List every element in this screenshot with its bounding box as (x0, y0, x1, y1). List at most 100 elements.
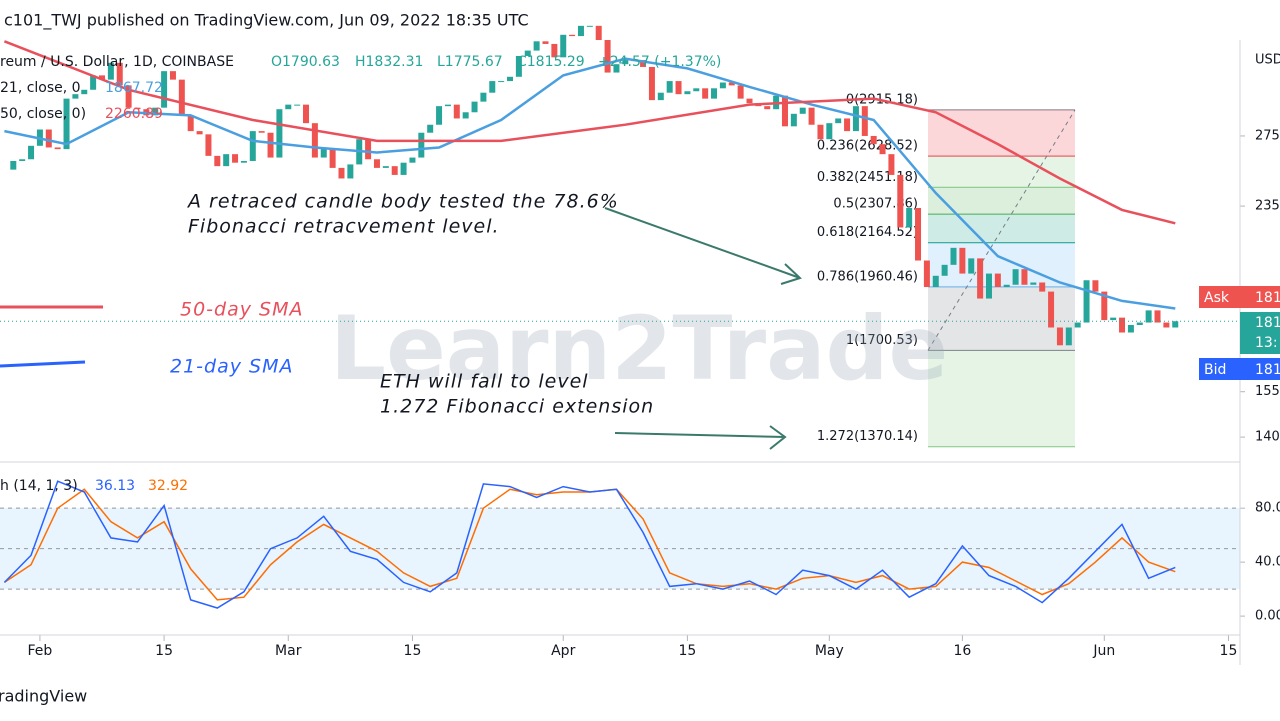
y-tick-label: 0.00 (1255, 609, 1280, 624)
candle-body (604, 40, 611, 73)
candle-body (347, 164, 354, 179)
quote-low: L1775.67 (437, 54, 503, 70)
fib-label: 0.236(2628.52) (817, 139, 918, 154)
candle-body (577, 25, 584, 37)
candle-body (613, 64, 620, 73)
x-tick-label: Mar (275, 643, 302, 659)
candle-body (507, 76, 514, 82)
candle-body (205, 134, 212, 156)
candle-body (365, 139, 372, 160)
x-tick-label: May (815, 643, 844, 659)
fib-label: 0.786(1960.46) (817, 269, 918, 284)
candle-body (790, 113, 797, 127)
candle-body (116, 62, 123, 86)
candle-body (764, 106, 771, 110)
candle-body (436, 106, 443, 125)
candle-body (1145, 310, 1152, 323)
candle-body (844, 118, 851, 132)
candle-body (10, 160, 17, 170)
candle-body (152, 107, 159, 116)
footer: radingView (0, 687, 87, 706)
ask-label: Ask (1204, 290, 1230, 306)
quote-high: H1832.31 (355, 54, 423, 70)
candle-body (684, 91, 691, 95)
candle-body (391, 166, 398, 175)
fib-zone (928, 109, 1075, 157)
y-tick-label: 155 (1255, 384, 1280, 399)
candle-body (285, 104, 292, 110)
candle-body (28, 145, 35, 160)
fib-label: 0.5(2307.86) (833, 197, 918, 212)
candle-body (923, 260, 930, 288)
sma-legend: 50, close, 0) (0, 106, 86, 122)
fib-label: 1.272(1370.14) (817, 429, 918, 444)
x-tick-label: 15 (155, 643, 173, 659)
y-tick-label: 80.00 (1255, 501, 1280, 516)
ask-price: 181 (1255, 290, 1280, 306)
candle-body (178, 79, 185, 116)
candle-body (879, 144, 886, 155)
candle-body (675, 81, 682, 95)
candle-body (382, 166, 389, 168)
candle-body (622, 60, 629, 65)
candle-body (533, 41, 540, 51)
candle-body (81, 89, 88, 95)
candle-body (1119, 317, 1126, 333)
fib-trend (927, 109, 1076, 351)
y-unit: USD (1255, 53, 1280, 68)
candle-body (524, 50, 531, 56)
fib-label: 0.618(2164.52) (817, 225, 918, 240)
candle-body (471, 101, 478, 113)
candle-body (959, 247, 966, 274)
y-tick-label: 40.00 (1255, 555, 1280, 570)
x-tick-label: 15 (1220, 643, 1238, 659)
candle-body (1163, 322, 1170, 328)
arrow (614, 425, 787, 450)
annotation: ETH will fall to level (380, 371, 589, 393)
candle-body (267, 132, 274, 158)
candle-body (968, 258, 975, 274)
candle-body (54, 147, 61, 150)
candle-body (1127, 325, 1134, 333)
annotation: Fibonacci retracvement level. (188, 216, 500, 238)
fib-label: 1(1700.53) (846, 333, 918, 348)
candle-body (107, 62, 114, 80)
candle-body (462, 112, 469, 119)
candle-body (1065, 327, 1072, 346)
candle-body (1048, 291, 1055, 328)
stoch-title: h (14, 1, 3) (0, 478, 78, 494)
candle-body (63, 98, 70, 150)
candle-body (444, 104, 451, 107)
sma-value: 1867.72 (105, 80, 163, 96)
fib-zone (928, 350, 1075, 447)
candle-body (835, 118, 842, 124)
y-tick-label: 275 (1255, 128, 1280, 143)
candle-body (169, 71, 176, 80)
candle-body (737, 85, 744, 99)
y-tick-label: 140 (1255, 430, 1280, 445)
candle-body (187, 115, 194, 132)
candle-body (595, 25, 602, 40)
candle-body (941, 264, 948, 276)
candle-body (303, 104, 310, 124)
candle-body (693, 88, 700, 92)
candle-body (276, 109, 283, 158)
candle-body (1154, 310, 1161, 323)
candle-body (373, 159, 380, 168)
candle-body (870, 135, 877, 145)
candle-body (489, 81, 496, 93)
candle-body (640, 60, 647, 67)
fib-zone (928, 214, 1075, 243)
candle-body (915, 207, 922, 261)
candle-body (666, 81, 673, 93)
header: c101_TWJ published on TradingView.com, J… (4, 11, 529, 31)
candle-body (214, 155, 221, 167)
candle-body (258, 131, 265, 133)
candle-body (1056, 327, 1063, 346)
marks: Feb 15 Mar 15 Apr 15 May 16 Jun 15 275 235 155 140 80.… (0, 25, 1280, 659)
arrow (604, 207, 802, 285)
candle-body (1012, 269, 1019, 285)
candle-body (950, 247, 957, 265)
candle-body (240, 160, 247, 163)
